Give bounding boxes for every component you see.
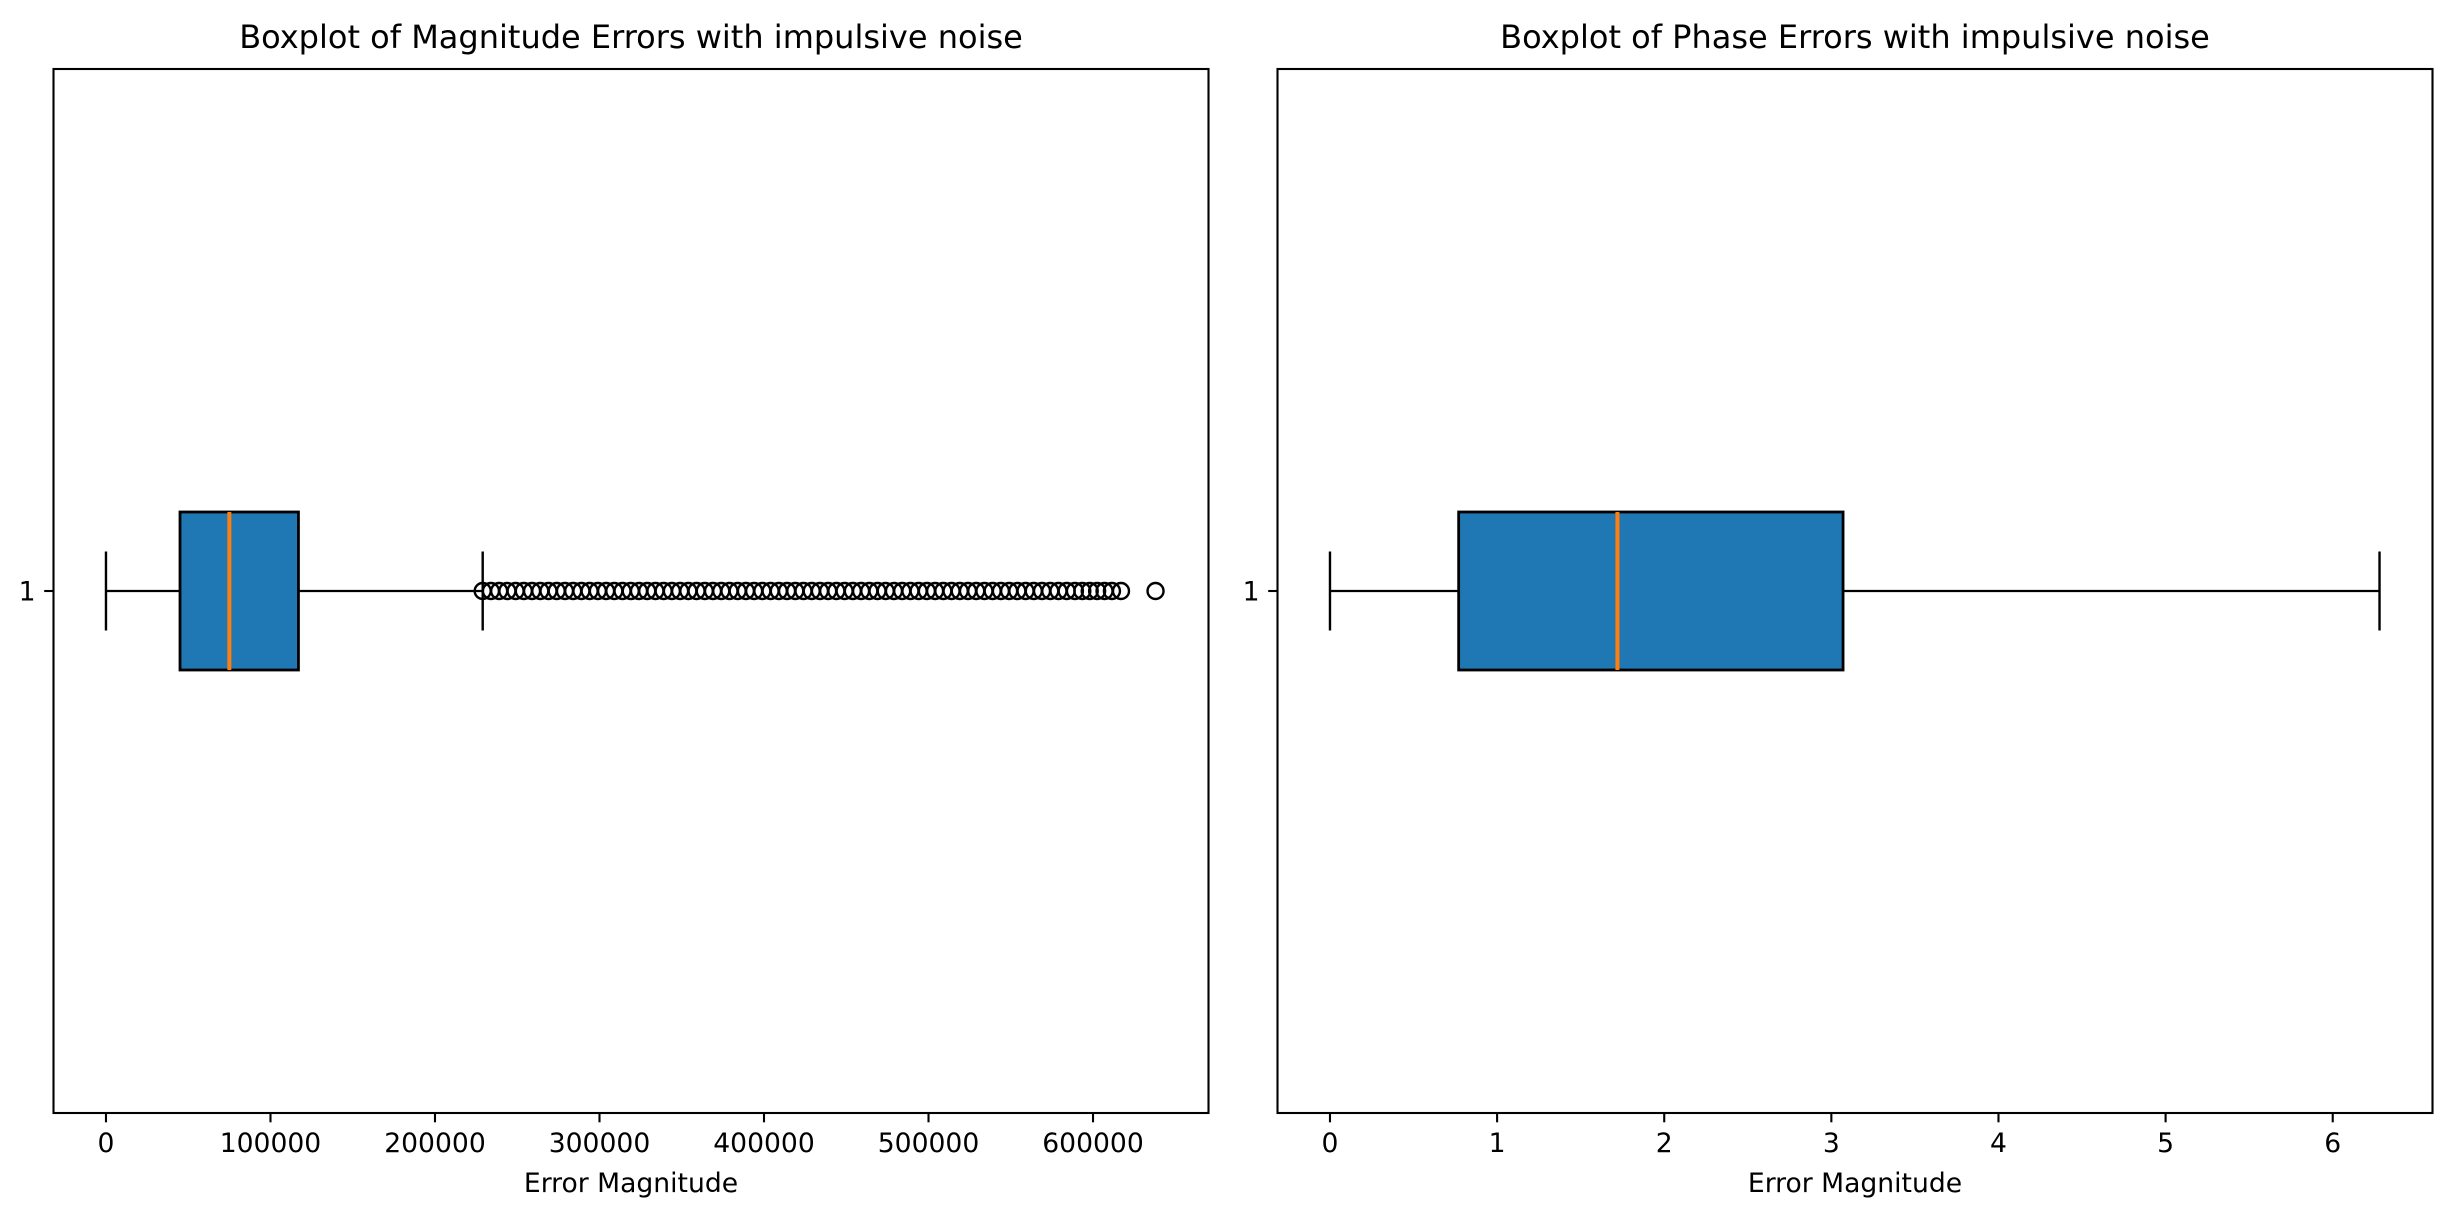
x-axis-tick-label: 3 bbox=[1823, 1128, 1840, 1159]
phase-errors-boxplot: 0 1 2 3 4 5 6 1 Boxplot of Phase Errors with imp… bbox=[1243, 18, 2434, 1199]
x-axis-tick-label: 5 bbox=[2157, 1128, 2174, 1159]
x-axis-tick-label: 200000 bbox=[384, 1128, 486, 1159]
chart-title: Boxplot of Phase Errors with impulsive n… bbox=[1500, 18, 2210, 56]
x-axis-tick-label: 6 bbox=[2324, 1128, 2341, 1159]
iqr-box bbox=[178, 510, 300, 672]
x-axis-tick-label: 1 bbox=[1489, 1128, 1506, 1159]
chart-title: Boxplot of Magnitude Errors with impulsi… bbox=[239, 18, 1023, 56]
x-axis-tick-label: 4 bbox=[1990, 1128, 2007, 1159]
x-axis-tick-label: 400000 bbox=[713, 1128, 815, 1159]
x-axis-tick-label: 500000 bbox=[878, 1128, 980, 1159]
outlier-point bbox=[1146, 581, 1165, 601]
magnitude-errors-boxplot: 0 100000 200000 300000 400000 500000 600000 1 Bo… bbox=[19, 18, 1210, 1199]
x-axis-label: Error Magnitude bbox=[524, 1168, 738, 1199]
outlier-point bbox=[1111, 581, 1131, 601]
iqr-box bbox=[1457, 510, 1845, 672]
outlier-point bbox=[1102, 581, 1122, 601]
x-axis-tick-label: 100000 bbox=[220, 1128, 322, 1159]
x-axis-tick-label: 2 bbox=[1656, 1128, 1673, 1159]
y-axis-tick-label: 1 bbox=[19, 577, 36, 608]
y-axis-tick-label: 1 bbox=[1243, 577, 1260, 608]
x-axis-tick-label: 600000 bbox=[1042, 1128, 1144, 1159]
x-axis-tick-label: 0 bbox=[98, 1128, 115, 1159]
x-axis-tick-label: 0 bbox=[1322, 1128, 1339, 1159]
x-axis-tick-label: 300000 bbox=[549, 1128, 651, 1159]
x-axis-label: Error Magnitude bbox=[1748, 1168, 1962, 1199]
